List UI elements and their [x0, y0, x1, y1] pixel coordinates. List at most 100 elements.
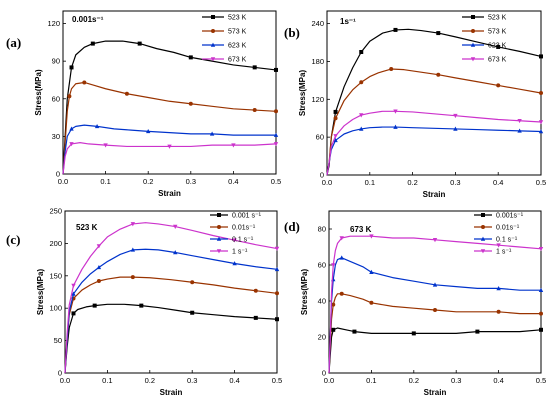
data-point — [496, 243, 501, 248]
legend-marker — [211, 15, 215, 19]
legend: 0.001 s⁻¹ 0.01s⁻¹ 0.1 s⁻¹ 1 s⁻¹ — [210, 213, 262, 256]
data-point — [274, 109, 278, 114]
series-line — [64, 303, 278, 374]
data-point — [71, 311, 76, 316]
data-point — [252, 65, 257, 70]
x-tick-label: 0.0 — [58, 177, 68, 186]
series-line — [326, 68, 542, 176]
legend-marker — [471, 29, 475, 33]
panel-label: (a) — [6, 35, 21, 50]
data-point — [69, 65, 74, 70]
legend-marker — [480, 249, 486, 254]
y-tick-label: 240 — [311, 19, 324, 28]
legend-entry: 0.001 s⁻¹ — [232, 213, 262, 220]
x-tick-label: 0.2 — [145, 376, 155, 385]
y-tick-label: 200 — [49, 239, 62, 248]
legend-marker — [217, 213, 221, 217]
data-point — [393, 124, 398, 129]
legend-marker — [471, 15, 475, 19]
y-tick-label: 0 — [56, 170, 60, 179]
y-tick-label: 50 — [54, 336, 62, 345]
legend-entry: 0.01s⁻¹ — [496, 225, 520, 232]
series-0 — [62, 40, 278, 175]
panel-annotation: 673 K — [350, 225, 372, 234]
legend-entry: 0.01s⁻¹ — [232, 225, 256, 232]
plot-frame — [62, 10, 277, 175]
data-point — [273, 132, 279, 137]
data-point — [333, 134, 338, 139]
y-tick-label: 0 — [320, 171, 324, 180]
y-tick-label: 20 — [318, 333, 326, 342]
data-point — [359, 126, 364, 131]
data-point — [275, 291, 279, 296]
plot-frame — [326, 10, 542, 176]
series-line — [64, 248, 278, 374]
data-point — [139, 303, 144, 308]
data-point — [130, 247, 136, 252]
series-3 — [62, 142, 279, 175]
series-2 — [62, 123, 279, 175]
y-tick-label: 180 — [311, 57, 324, 66]
data-point — [411, 331, 416, 336]
series-line — [326, 110, 542, 176]
y-tick-label: 120 — [47, 19, 60, 28]
data-point — [369, 234, 374, 239]
data-point — [517, 128, 522, 133]
legend-entry: 523 K — [228, 15, 247, 22]
data-point — [69, 142, 74, 147]
series-1 — [328, 291, 543, 374]
panel-annotation: 523 K — [76, 223, 98, 232]
x-tick-label: 0.1 — [102, 376, 112, 385]
y-tick-label: 0 — [322, 369, 326, 378]
data-point — [433, 308, 437, 312]
legend-marker — [217, 225, 221, 229]
legend-marker — [216, 236, 222, 241]
legend-entry: 0.1 s⁻¹ — [232, 237, 254, 244]
panel-c: 0.0 0.1 0.2 0.3 0.4 0.5 0 50 100 150 200 250 Strain S… — [6, 207, 282, 398]
x-tick-label: 0.3 — [450, 178, 460, 187]
y-tick-label: 0 — [58, 369, 62, 378]
x-tick-label: 0.3 — [186, 177, 196, 186]
y-tick-label: 250 — [49, 207, 62, 216]
legend-entry: 1 s⁻¹ — [232, 249, 248, 256]
y-tick-label: 90 — [52, 57, 60, 66]
data-point — [137, 41, 142, 46]
data-point — [96, 244, 102, 249]
panel-a: 0.0 0.1 0.2 0.3 0.4 0.5 0 30 60 90 120 Strain Stress… — [6, 10, 281, 198]
data-point — [436, 31, 441, 36]
series-2 — [64, 247, 280, 374]
y-axis-label: Stress(MPa) — [300, 269, 309, 316]
series-line — [62, 124, 276, 175]
data-point — [359, 80, 364, 85]
data-point — [130, 222, 136, 227]
data-point — [333, 109, 338, 114]
data-point — [436, 72, 441, 77]
data-point — [146, 128, 151, 134]
data-point — [92, 303, 97, 308]
data-point — [432, 238, 438, 243]
series-line — [328, 327, 542, 374]
series-0 — [326, 27, 543, 176]
data-point — [496, 83, 501, 88]
legend-entry: 523 K — [488, 15, 507, 22]
panel-d: 0.0 0.1 0.2 0.3 0.4 0.5 0 20 40 60 80 Strain Stress(… — [284, 210, 546, 397]
legend: 0.001s⁻¹ 0.01s⁻¹ 0.1 s⁻¹ 1 s⁻¹ — [474, 213, 524, 256]
x-tick-label: 0.0 — [60, 376, 70, 385]
plot-frame — [64, 210, 278, 374]
data-point — [103, 143, 108, 148]
x-tick-label: 0.3 — [451, 376, 461, 385]
y-tick-label: 120 — [311, 95, 324, 104]
data-point — [188, 101, 193, 106]
x-tick-label: 0.1 — [100, 177, 110, 186]
x-tick-label: 0.2 — [407, 178, 417, 187]
data-point — [273, 142, 279, 147]
data-point — [393, 27, 398, 32]
legend-marker — [481, 213, 485, 217]
data-point — [190, 310, 195, 315]
x-tick-label: 0.5 — [536, 178, 546, 187]
series-line — [326, 28, 542, 176]
panel-label: (c) — [6, 232, 20, 247]
series-0 — [64, 303, 279, 374]
panel-b: 0.0 0.1 0.2 0.3 0.4 0.5 0 60 120 180 240 Strain Stre… — [284, 10, 546, 199]
